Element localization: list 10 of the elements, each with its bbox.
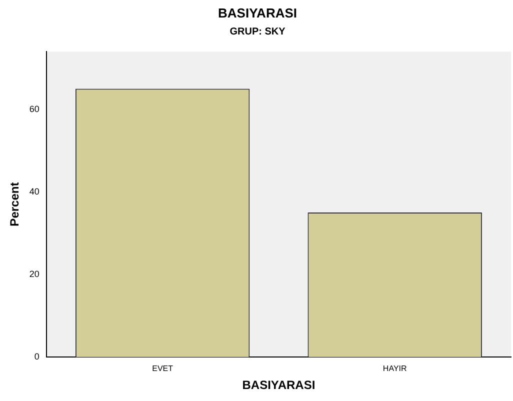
- chart-subtitle: GRUP: SKY: [230, 26, 286, 38]
- y-axis-title: Percent: [8, 182, 22, 226]
- x-axis-title: BASIYARASI: [242, 378, 316, 392]
- x-tick-label: HAYIR: [382, 364, 407, 374]
- y-tick-label: 20: [29, 268, 40, 279]
- y-tick-label: 40: [29, 186, 40, 196]
- y-tick-label: 60: [29, 104, 40, 114]
- x-tick-label: EVET: [152, 364, 174, 374]
- y-tick-label: 0: [34, 351, 40, 362]
- chart-title: BASIYARASI: [218, 5, 297, 20]
